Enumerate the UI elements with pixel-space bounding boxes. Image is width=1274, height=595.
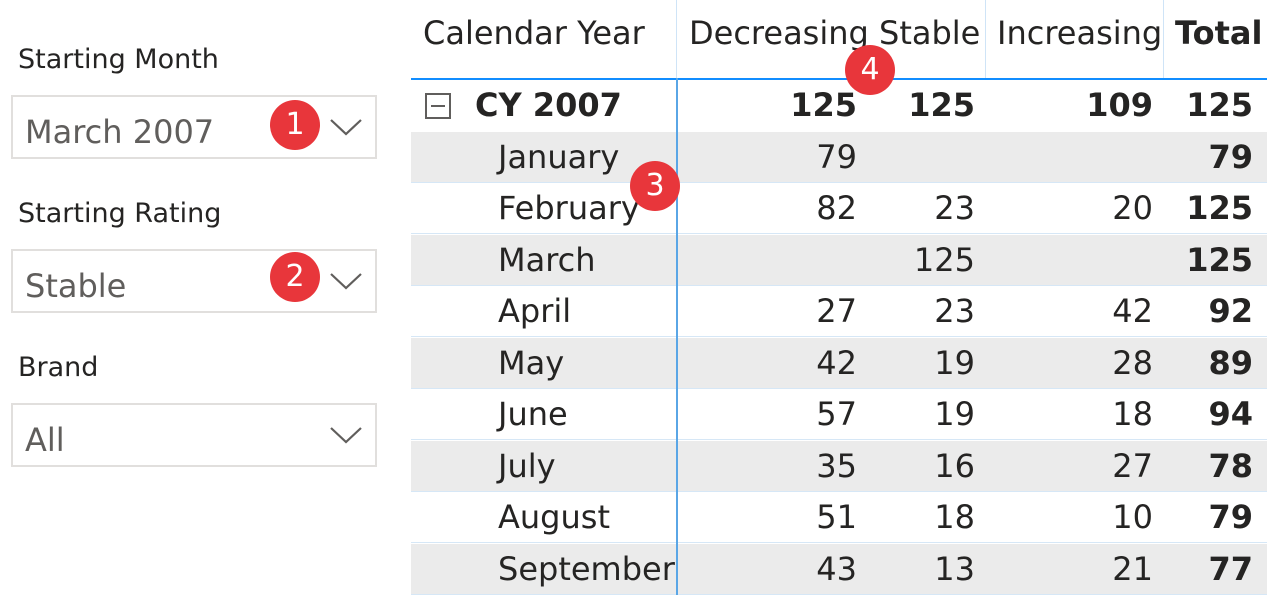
chevron-down-icon[interactable] [329, 271, 363, 291]
row-divider [411, 542, 1267, 544]
cell-total: 79 [1208, 498, 1253, 536]
starting-rating-dropdown[interactable]: Stable [11, 249, 377, 313]
cell-increasing: 10 [1112, 498, 1153, 536]
cell-total: 125 [1186, 240, 1253, 279]
table-row: August 51 18 10 79 [411, 492, 1267, 544]
table-row: March 125 125 [411, 234, 1267, 286]
cell-increasing: 20 [1112, 189, 1153, 227]
header-increasing[interactable]: Increasing [997, 14, 1163, 52]
starting-month-value: March 2007 [25, 113, 215, 151]
row-divider [411, 284, 1267, 286]
callout-badge-2: 2 [270, 252, 320, 302]
month-label: August [498, 498, 610, 536]
cell-total: 94 [1208, 395, 1253, 433]
matrix-visual: Calendar Year Decreasing Stable Increasi… [411, 0, 1267, 595]
row-divider [411, 490, 1267, 492]
matrix-header-row: Calendar Year Decreasing Stable Increasi… [411, 0, 1267, 80]
month-label: January [498, 137, 620, 176]
cell-stable: 13 [934, 549, 975, 588]
cell-decreasing: 43 [816, 549, 857, 588]
cell-stable: 19 [934, 395, 975, 433]
group-increasing: 109 [1086, 86, 1153, 124]
row-divider [411, 233, 1267, 235]
row-divider [411, 593, 1267, 595]
cell-decreasing: 27 [816, 292, 857, 330]
cell-total: 125 [1186, 189, 1253, 227]
cell-increasing: 28 [1112, 343, 1153, 382]
month-label: March [498, 240, 596, 279]
cell-stable: 18 [934, 498, 975, 536]
cell-decreasing: 57 [816, 395, 857, 433]
starting-rating-value: Stable [25, 267, 127, 305]
month-label: June [498, 395, 568, 433]
chevron-down-icon[interactable] [329, 117, 363, 137]
cell-decreasing: 79 [816, 137, 857, 176]
cell-stable: 125 [913, 240, 975, 279]
cell-decreasing: 82 [816, 189, 857, 227]
month-label: July [498, 446, 556, 485]
cell-increasing: 27 [1112, 446, 1153, 485]
table-row: May 42 19 28 89 [411, 337, 1267, 389]
cell-stable: 23 [934, 189, 975, 227]
table-row: September 43 13 21 77 [411, 543, 1267, 595]
header-calendar-year[interactable]: Calendar Year [423, 14, 645, 52]
chevron-down-icon[interactable] [329, 425, 363, 445]
callout-badge-1: 1 [270, 100, 320, 150]
starting-month-label: Starting Month [18, 44, 219, 75]
table-row: February 82 23 20 125 [411, 183, 1267, 235]
brand-label: Brand [18, 352, 99, 383]
row-divider [411, 336, 1267, 338]
cell-total: 78 [1208, 446, 1253, 485]
cell-increasing: 18 [1112, 395, 1153, 433]
cell-total: 77 [1208, 549, 1253, 588]
row-divider [411, 439, 1267, 441]
table-row: July 35 16 27 78 [411, 440, 1267, 492]
cell-decreasing: 42 [816, 343, 857, 382]
group-total: 125 [1186, 86, 1253, 124]
callout-badge-4: 4 [845, 45, 895, 95]
table-row: April 27 23 42 92 [411, 286, 1267, 338]
row-divider [411, 181, 1267, 183]
cell-total: 92 [1208, 292, 1253, 330]
brand-value: All [25, 421, 65, 459]
collapse-icon[interactable] [425, 93, 451, 119]
starting-month-dropdown[interactable]: March 2007 [11, 95, 377, 159]
cell-total: 79 [1208, 137, 1253, 176]
starting-rating-label: Starting Rating [18, 198, 222, 229]
header-total[interactable]: Total [1175, 14, 1263, 52]
group-row-cy2007: CY 2007 125 125 109 125 [411, 80, 1267, 131]
header-stable[interactable]: Stable [879, 14, 981, 52]
month-label: September [498, 549, 675, 588]
column-divider [985, 0, 986, 78]
month-label: February [498, 189, 640, 227]
brand-dropdown[interactable]: All [11, 403, 377, 467]
callout-badge-3: 3 [630, 161, 680, 211]
cell-decreasing: 35 [816, 446, 857, 485]
table-row: June 57 19 18 94 [411, 389, 1267, 441]
column-divider [676, 0, 677, 78]
month-label: May [498, 343, 565, 382]
cell-total: 89 [1208, 343, 1253, 382]
cell-increasing: 21 [1112, 549, 1153, 588]
header-decreasing[interactable]: Decreasing [689, 14, 869, 52]
column-divider [1163, 0, 1164, 78]
row-divider [411, 387, 1267, 389]
month-label: April [498, 292, 572, 330]
group-stable: 125 [908, 86, 975, 124]
group-decreasing: 125 [790, 86, 857, 124]
row-header-divider [676, 78, 678, 595]
table-row: January 79 79 [411, 131, 1267, 183]
cell-increasing: 42 [1112, 292, 1153, 330]
cell-stable: 19 [934, 343, 975, 382]
cell-stable: 23 [934, 292, 975, 330]
cell-decreasing: 51 [816, 498, 857, 536]
cell-stable: 16 [934, 446, 975, 485]
group-label: CY 2007 [475, 86, 622, 124]
